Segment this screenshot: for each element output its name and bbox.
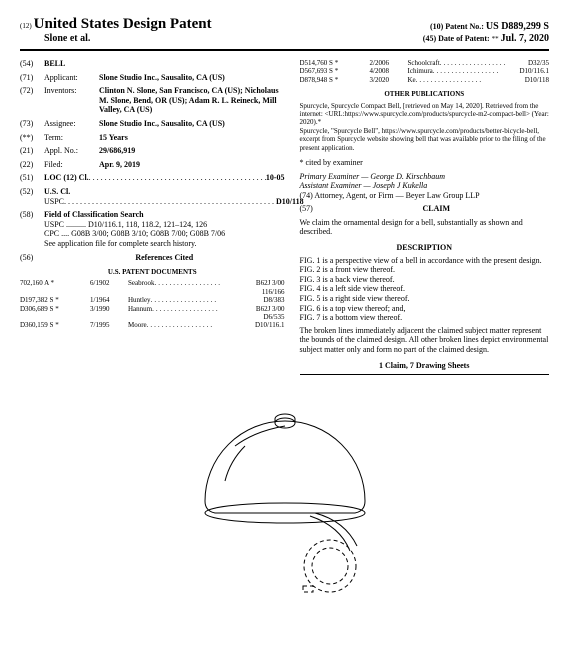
fig-line: FIG. 7 is a bottom view thereof. bbox=[300, 313, 550, 323]
claim-count: 1 Claim, 7 Drawing Sheets bbox=[300, 361, 550, 371]
bell-drawing bbox=[165, 391, 405, 621]
fig-line: FIG. 1 is a perspective view of a bell i… bbox=[300, 256, 550, 266]
ref-row: D567,693 S *4/2008Ichimura .............… bbox=[300, 67, 550, 75]
claim-text: We claim the ornamental design for a bel… bbox=[300, 218, 550, 237]
fig-line: FIG. 5 is a right side view thereof. bbox=[300, 294, 550, 304]
fig-line: FIG. 3 is a back view thereof. bbox=[300, 275, 550, 285]
date-star: ** bbox=[492, 35, 499, 43]
assignee: Slone Studio Inc., Sausalito, CA (US) bbox=[99, 119, 225, 128]
patent-date: Jul. 7, 2020 bbox=[501, 33, 549, 44]
field-term: (**) Term: 15 Years bbox=[20, 133, 285, 143]
fig-line: FIG. 4 is a left side view thereof. bbox=[300, 284, 550, 294]
other-pub-title: OTHER PUBLICATIONS bbox=[300, 90, 550, 98]
ref-row: 702,160 A *6/1902Seabrook ..............… bbox=[20, 279, 285, 287]
figure-descriptions: FIG. 1 is a perspective view of a bell i… bbox=[300, 256, 550, 323]
body-columns: (54) BELL (71) Applicant: Slone Studio I… bbox=[20, 59, 549, 379]
doc-type-num: (12) bbox=[20, 22, 32, 30]
header-left: (12) United States Design Patent Slone e… bbox=[20, 15, 285, 45]
field-72: (72) Inventors: Clinton N. Slone, San Fr… bbox=[20, 86, 285, 115]
field-52: (52) U.S. Cl. USPC .....................… bbox=[20, 187, 285, 206]
right-column: D514,760 S *2/2006Schoolcraft ..........… bbox=[300, 59, 550, 379]
doc-type: United States Design Patent bbox=[34, 16, 212, 32]
attorney: (74) Attorney, Agent, or Firm — Beyer La… bbox=[300, 191, 550, 201]
ref-row: D878,948 S *3/2020Ke ..................D… bbox=[300, 76, 550, 84]
patent-header: (12) United States Design Patent Slone e… bbox=[20, 15, 549, 51]
inventor-line: Slone et al. bbox=[44, 33, 90, 44]
assistant-examiner: Assistant Examiner — Joseph J Kukella bbox=[300, 181, 550, 191]
left-column: (54) BELL (71) Applicant: Slone Studio I… bbox=[20, 59, 285, 379]
more-refs: D514,760 S *2/2006Schoolcraft ..........… bbox=[300, 59, 550, 84]
us-patent-refs: 702,160 A *6/1902Seabrook ..............… bbox=[20, 279, 285, 329]
field-73: (73) Assignee: Slone Studio Inc., Sausal… bbox=[20, 119, 285, 129]
patent-figure bbox=[20, 391, 549, 621]
cited-note: * cited by examiner bbox=[300, 158, 550, 168]
patent-no-label: (10) Patent No.: bbox=[430, 22, 484, 31]
broken-lines-note: The broken lines immediately adjacent th… bbox=[300, 326, 550, 355]
fig-line: FIG. 2 is a front view thereof. bbox=[300, 265, 550, 275]
ref-row: D197,382 S *1/1964Huntley ..............… bbox=[20, 296, 285, 304]
field-71: (71) Applicant: Slone Studio Inc., Sausa… bbox=[20, 73, 285, 83]
fig-line: FIG. 6 is a top view thereof; and, bbox=[300, 304, 550, 314]
field-21: (21) Appl. No.: 29/686,919 bbox=[20, 146, 285, 156]
primary-examiner: Primary Examiner — George D. Kirschbaum bbox=[300, 172, 550, 182]
patent-no: US D889,299 S bbox=[486, 21, 549, 32]
date-label: (45) Date of Patent: bbox=[423, 34, 490, 43]
claim-header: (57) CLAIM bbox=[300, 204, 550, 214]
field-56: (56) References Cited bbox=[20, 253, 285, 263]
field-54: (54) BELL bbox=[20, 59, 285, 69]
field-58: (58) Field of Classification Search USPC… bbox=[20, 210, 285, 248]
refs-title: U.S. PATENT DOCUMENTS bbox=[20, 268, 285, 276]
inventors: Clinton N. Slone, San Francisco, CA (US)… bbox=[99, 86, 279, 114]
header-right: (10) Patent No.: US D889,299 S (45) Date… bbox=[285, 21, 550, 45]
applicant: Slone Studio Inc., Sausalito, CA (US) bbox=[99, 73, 225, 82]
field-51: (51) LOC (12) Cl. ......................… bbox=[20, 173, 285, 183]
ref-row: D514,760 S *2/2006Schoolcraft ..........… bbox=[300, 59, 550, 67]
field-22: (22) Filed: Apr. 9, 2019 bbox=[20, 160, 285, 170]
desc-title: DESCRIPTION bbox=[300, 243, 550, 253]
ref-row: D360,159 S *7/1995Moore ................… bbox=[20, 321, 285, 329]
ref-row: D306,689 S *3/1990Hannum ...............… bbox=[20, 305, 285, 313]
other-pub-text: Spurcycle, Spurcycle Compact Bell, [retr… bbox=[300, 102, 550, 152]
